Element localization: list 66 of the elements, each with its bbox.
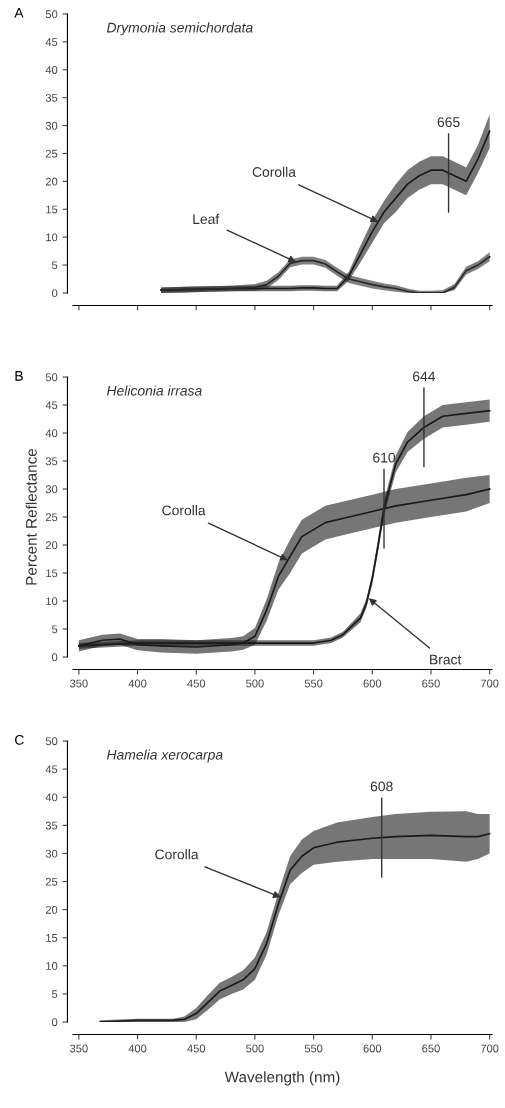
annotation: Corolla [155,849,199,860]
y-tick-label: 25 [45,877,58,886]
annotation: Corolla [162,505,206,516]
annotation: Bract [430,654,462,665]
y-axis-title: Percent Reflectance [25,448,37,585]
y-tick-label: 15 [46,934,58,942]
y-tick-label: 35 [45,457,58,466]
x-tick-label: 400 [128,1044,147,1053]
y-tick-label: 20 [45,905,58,914]
y-tick-label: 30 [45,121,58,130]
y-tick-label: 10 [46,962,58,970]
y-tick-label: 25 [45,513,58,522]
y-tick-label: 50 [45,373,58,382]
y-tick-label: 5 [51,990,58,999]
y-tick-label: 45 [45,38,58,46]
x-tick-label: 500 [246,1044,264,1053]
y-tick-label: 45 [45,765,58,774]
y-tick-label: 40 [45,429,58,438]
y-tick-label: 35 [45,821,58,830]
x-tick-label: 450 [187,679,206,688]
text: A [14,8,24,18]
y-tick-label: 10 [46,597,58,606]
x-tick-label: 600 [363,679,382,688]
ref-line-label: 610 [373,452,396,463]
y-tick-label: 50 [45,10,58,19]
y-tick-label: 15 [46,205,58,214]
y-tick-label: 40 [45,66,58,74]
x-axis-title: Wavelength (nm) [224,1071,340,1086]
text: Drymonia semichordata [106,22,253,36]
x-tick-label: 350 [70,1044,88,1053]
y-tick-label: 20 [45,177,58,186]
y-tick-label: 15 [46,569,58,578]
y-tick-label: 20 [45,541,58,550]
x-tick-label: 650 [422,679,440,688]
chart-title: Heliconia irrasa [106,385,202,396]
y-tick-label: 30 [45,485,58,494]
x-tick-label: 700 [480,1044,499,1053]
y-tick-label: 25 [45,149,58,158]
y-tick-label: 0 [51,1018,58,1027]
x-tick-label: 600 [363,1044,382,1053]
text: Hamelia xerocarpa [106,749,223,763]
x-tick-label: 700 [480,679,499,688]
x-tick-label: 550 [304,1044,323,1053]
y-tick-label: 50 [45,737,58,746]
ref-line-label: 644 [413,371,436,382]
x-tick-label: 500 [246,679,264,688]
ref-line-label: 665 [437,117,460,128]
x-tick-label: 350 [70,679,88,688]
y-tick-label: 30 [45,849,58,858]
y-tick-label: 10 [46,233,58,242]
annotation: Corolla [252,166,296,177]
annotation: Leaf [193,213,220,225]
x-tick-label: 650 [422,1044,440,1053]
y-tick-label: 35 [45,93,58,102]
y-tick-label: 0 [51,289,58,298]
y-tick-label: 5 [51,625,58,634]
x-tick-label: 400 [128,679,147,688]
x-tick-label: 550 [304,679,323,688]
text: C [15,734,24,745]
y-tick-label: 0 [51,653,58,662]
text: B [15,371,23,381]
y-tick-label: 40 [45,793,58,802]
y-tick-label: 5 [51,261,58,270]
ref-line-label: 608 [370,781,393,792]
x-tick-label: 450 [187,1044,206,1053]
y-tick-label: 45 [45,401,58,410]
